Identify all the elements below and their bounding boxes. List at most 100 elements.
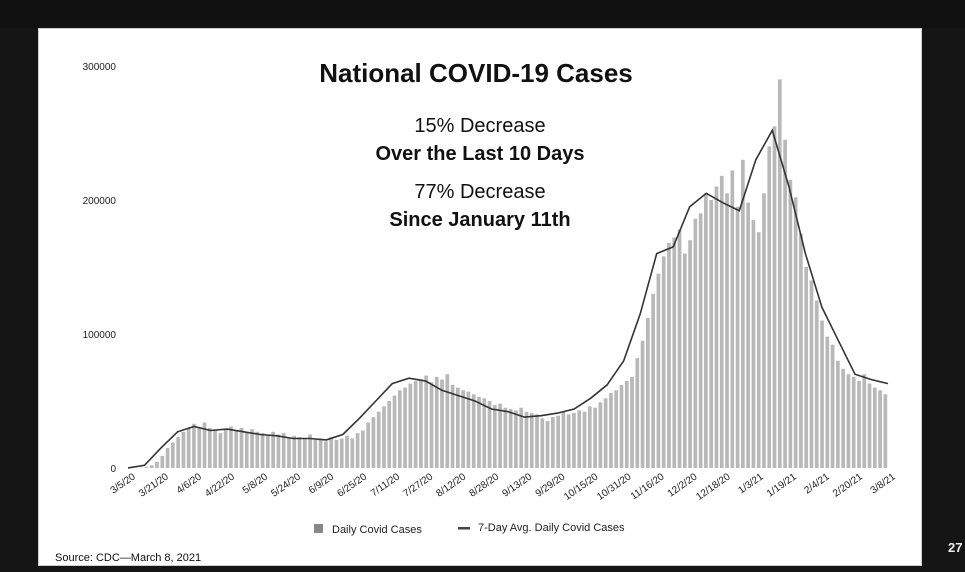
daily-cases-bar bbox=[756, 232, 761, 468]
x-tick-label: 3/21/20 bbox=[137, 471, 171, 499]
daily-cases-bar bbox=[698, 213, 703, 468]
daily-cases-bar bbox=[741, 159, 745, 469]
daily-cases-bar bbox=[456, 387, 460, 468]
daily-cases-bar bbox=[487, 401, 492, 468]
y-tick-label: 100000 bbox=[83, 330, 117, 341]
bottom-dark-edge bbox=[0, 564, 965, 572]
daily-cases-bar bbox=[529, 413, 534, 468]
daily-cases-bar bbox=[260, 433, 265, 468]
daily-cases-bar bbox=[165, 447, 170, 468]
daily-cases-bar bbox=[355, 433, 360, 468]
daily-cases-bar bbox=[772, 126, 777, 469]
daily-cases-bar bbox=[857, 380, 861, 468]
daily-cases-bar bbox=[434, 376, 439, 468]
daily-cases-bar bbox=[281, 433, 286, 468]
daily-cases-bar bbox=[825, 336, 830, 468]
daily-cases-bar bbox=[171, 442, 175, 468]
daily-cases-bar bbox=[292, 435, 297, 468]
daily-cases-bar bbox=[213, 430, 217, 468]
daily-cases-bar bbox=[793, 197, 798, 468]
legend-bar-swatch bbox=[314, 524, 323, 533]
daily-cases-bar bbox=[846, 374, 851, 468]
daily-cases-bar bbox=[777, 79, 782, 469]
daily-cases-bar bbox=[197, 427, 202, 468]
daily-cases-bar bbox=[419, 379, 423, 468]
daily-cases-bar bbox=[339, 438, 344, 468]
daily-cases-bar bbox=[872, 387, 877, 468]
note-over-last-10-days: Over the Last 10 Days bbox=[375, 143, 585, 165]
daily-cases-bar bbox=[814, 300, 819, 468]
daily-cases-bar bbox=[186, 427, 191, 468]
daily-cases-bar bbox=[725, 193, 729, 469]
daily-cases-bar bbox=[271, 431, 275, 468]
daily-cases-bar bbox=[799, 233, 803, 468]
x-tick-label: 10/31/20 bbox=[595, 471, 634, 503]
x-tick-label: 5/24/20 bbox=[269, 471, 303, 499]
daily-cases-bar bbox=[350, 438, 355, 468]
daily-cases-bar bbox=[366, 422, 370, 468]
daily-cases-bar bbox=[514, 410, 518, 468]
y-tick-label: 300000 bbox=[83, 62, 117, 73]
x-tick-label: 1/3/21 bbox=[736, 471, 765, 496]
daily-cases-bar bbox=[297, 437, 302, 468]
daily-cases-bar bbox=[397, 390, 402, 468]
daily-cases-bar bbox=[461, 390, 465, 468]
daily-cases-bar bbox=[144, 466, 149, 468]
note-decrease-10-days: 15% Decrease bbox=[414, 115, 546, 137]
right-dark-edge bbox=[920, 0, 965, 572]
x-tick-label: 10/15/20 bbox=[562, 471, 601, 503]
daily-cases-bar bbox=[883, 394, 888, 468]
daily-cases-bar bbox=[677, 229, 682, 468]
daily-cases-bar bbox=[413, 380, 418, 468]
daily-cases-bar bbox=[693, 218, 698, 468]
x-tick-label: 6/25/20 bbox=[335, 471, 369, 499]
daily-cases-bar bbox=[566, 414, 571, 468]
daily-cases-bar bbox=[519, 407, 524, 468]
daily-cases-bar bbox=[709, 200, 714, 468]
daily-cases-bar bbox=[551, 417, 555, 468]
daily-cases-bar bbox=[392, 395, 397, 468]
daily-cases-bar bbox=[746, 202, 750, 468]
daily-cases-bar bbox=[719, 175, 724, 468]
x-tick-label: 7/11/20 bbox=[369, 471, 402, 499]
daily-cases-bar bbox=[482, 398, 487, 468]
daily-cases-bar bbox=[250, 429, 254, 468]
daily-cases-bar bbox=[688, 240, 692, 468]
daily-cases-bar bbox=[376, 411, 381, 468]
daily-cases-bar bbox=[878, 390, 882, 468]
daily-cases-bar bbox=[387, 401, 392, 468]
daily-cases-bar bbox=[229, 426, 233, 468]
daily-cases-bar bbox=[345, 435, 349, 468]
daily-cases-bar bbox=[614, 390, 619, 468]
daily-cases-bar bbox=[851, 376, 856, 468]
daily-cases-bar bbox=[762, 193, 766, 469]
x-tick-label: 4/22/20 bbox=[203, 471, 237, 499]
daily-cases-bar bbox=[361, 430, 365, 468]
legend: Daily Covid Cases 7-Day Avg. Daily Covid… bbox=[314, 522, 625, 536]
daily-cases-bar bbox=[429, 382, 434, 468]
daily-cases-bar bbox=[603, 398, 608, 468]
daily-cases-bars bbox=[134, 79, 888, 469]
daily-cases-bar bbox=[767, 146, 772, 468]
daily-cases-bar bbox=[450, 384, 455, 468]
daily-cases-bar bbox=[535, 414, 539, 468]
daily-cases-bar bbox=[244, 431, 249, 468]
daily-cases-bar bbox=[730, 170, 735, 468]
legend-line-label: 7-Day Avg. Daily Covid Cases bbox=[478, 522, 625, 534]
x-tick-label: 9/13/20 bbox=[501, 471, 535, 499]
legend-line-swatch bbox=[458, 527, 470, 530]
daily-cases-bar bbox=[672, 237, 677, 468]
seven-day-average-line bbox=[127, 128, 889, 469]
daily-cases-bar bbox=[582, 411, 587, 468]
daily-cases-bar bbox=[651, 293, 655, 468]
daily-cases-bar bbox=[556, 415, 560, 468]
x-tick-label: 6/9/20 bbox=[307, 471, 336, 496]
daily-cases-bar bbox=[223, 429, 228, 468]
daily-cases-bar bbox=[302, 438, 307, 468]
daily-cases-bar bbox=[192, 423, 196, 468]
daily-cases-bar bbox=[382, 406, 386, 468]
daily-cases-bar bbox=[836, 360, 840, 468]
daily-cases-bar bbox=[155, 461, 159, 468]
daily-cases-bar bbox=[287, 438, 291, 468]
